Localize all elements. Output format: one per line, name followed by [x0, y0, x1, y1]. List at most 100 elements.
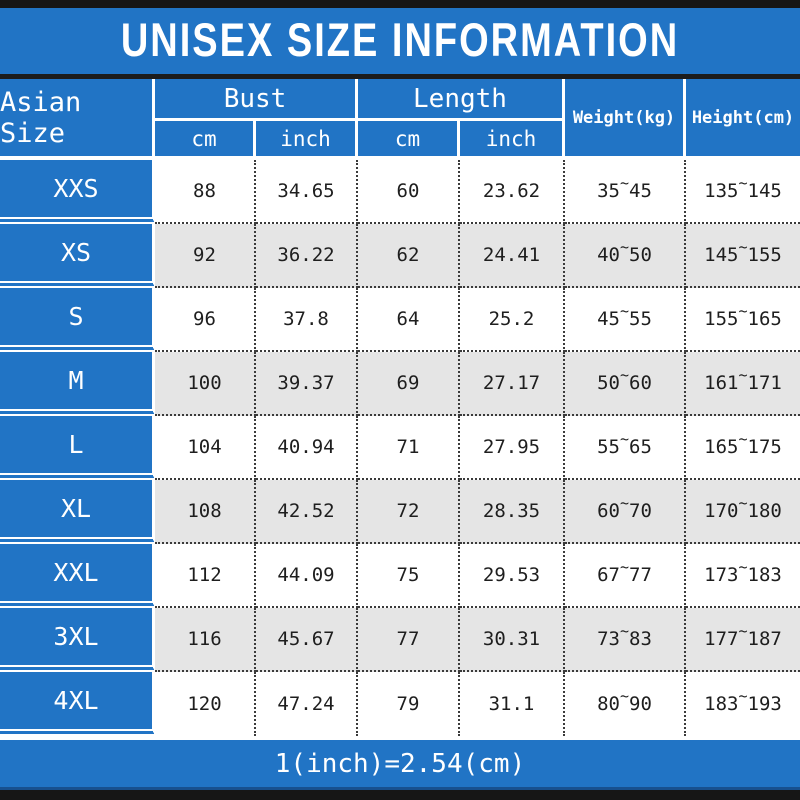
weight-min: 40 [597, 244, 620, 266]
tilde: ~ [619, 494, 630, 512]
bust-cm-cell: 92 [155, 224, 256, 288]
height-cell: 170 ~ 180 [686, 480, 800, 544]
header-bust-inch: inch [256, 121, 358, 160]
weight-min: 80 [597, 693, 620, 715]
height-max: 171 [747, 372, 782, 394]
weight-cell: 80 ~ 90 [565, 672, 686, 736]
weight-max: 90 [629, 693, 652, 715]
height-cell: 155 ~ 165 [686, 288, 800, 352]
size-cell: 3XL [0, 608, 155, 672]
bust-cm-cell: 112 [155, 544, 256, 608]
size-label: L [68, 430, 84, 459]
table-row: XS 92 36.22 62 24.41 40 ~ 50 145 ~ 155 [0, 224, 800, 288]
tilde: ~ [738, 687, 748, 705]
tilde: ~ [738, 302, 748, 320]
size-label: 3XL [53, 622, 99, 651]
bust-cm-cell: 108 [155, 480, 256, 544]
height-max: 180 [747, 500, 782, 522]
weight-cell: 55 ~ 65 [565, 416, 686, 480]
height-cell: 183 ~ 193 [686, 672, 800, 736]
length-cm-cell: 79 [358, 672, 460, 736]
table-row: M 100 39.37 69 27.17 50 ~ 60 161 ~ 171 [0, 352, 800, 416]
bust-inch-cell: 37.8 [256, 288, 358, 352]
tilde: ~ [619, 687, 630, 705]
bust-inch-cell: 47.24 [256, 672, 358, 736]
header-weight: Weight(kg) [565, 79, 686, 160]
length-cm-cell: 72 [358, 480, 460, 544]
tilde: ~ [619, 174, 630, 192]
weight-cell: 35 ~ 45 [565, 160, 686, 224]
height-min: 161 [704, 372, 739, 394]
header-length-inch: inch [460, 121, 565, 160]
height-min: 155 [704, 308, 739, 330]
height-cell: 145 ~ 155 [686, 224, 800, 288]
weight-cell: 60 ~ 70 [565, 480, 686, 544]
length-inch-cell: 28.35 [460, 480, 565, 544]
tilde: ~ [738, 558, 748, 576]
title-divider [0, 74, 800, 79]
bust-cm-cell: 88 [155, 160, 256, 224]
tilde: ~ [619, 430, 630, 448]
length-inch-cell: 27.17 [460, 352, 565, 416]
bust-inch-cell: 44.09 [256, 544, 358, 608]
weight-max: 65 [629, 436, 652, 458]
length-cm-cell: 69 [358, 352, 460, 416]
tilde: ~ [738, 494, 748, 512]
size-cell: XL [0, 480, 155, 544]
height-cell: 161 ~ 171 [686, 352, 800, 416]
size-label: XS [60, 238, 92, 267]
weight-cell: 73 ~ 83 [565, 608, 686, 672]
bust-inch-cell: 34.65 [256, 160, 358, 224]
length-cm-cell: 71 [358, 416, 460, 480]
size-cell: XXL [0, 544, 155, 608]
header-height: Height(cm) [686, 79, 800, 160]
conversion-note: 1(inch)=2.54(cm) [274, 748, 526, 779]
bust-inch-cell: 39.37 [256, 352, 358, 416]
height-cell: 177 ~ 187 [686, 608, 800, 672]
tilde: ~ [619, 238, 630, 256]
size-cell: L [0, 416, 155, 480]
weight-min: 45 [597, 308, 620, 330]
size-label: 4XL [53, 686, 99, 715]
height-max: 175 [747, 436, 782, 458]
height-min: 183 [704, 693, 739, 715]
height-cell: 165 ~ 175 [686, 416, 800, 480]
length-inch-cell: 27.95 [460, 416, 565, 480]
height-min: 177 [704, 628, 739, 650]
footer-bar: 1(inch)=2.54(cm) [0, 740, 800, 790]
bust-inch-cell: 36.22 [256, 224, 358, 288]
weight-cell: 45 ~ 55 [565, 288, 686, 352]
height-max: 193 [747, 693, 782, 715]
size-cell: M [0, 352, 155, 416]
size-cell: 4XL [0, 672, 155, 736]
height-cell: 173 ~ 183 [686, 544, 800, 608]
length-inch-cell: 31.1 [460, 672, 565, 736]
size-label: M [68, 366, 84, 395]
size-cell: XS [0, 224, 155, 288]
height-max: 155 [747, 244, 782, 266]
header-length: Length [358, 79, 565, 121]
weight-cell: 50 ~ 60 [565, 352, 686, 416]
size-cell: XXS [0, 160, 155, 224]
table-row: XXL 112 44.09 75 29.53 67 ~ 77 173 ~ 183 [0, 544, 800, 608]
weight-max: 60 [629, 372, 652, 394]
table-row: XL 108 42.52 72 28.35 60 ~ 70 170 ~ 180 [0, 480, 800, 544]
weight-max: 70 [629, 500, 652, 522]
tilde: ~ [619, 366, 630, 384]
height-min: 135 [704, 180, 739, 202]
length-cm-cell: 77 [358, 608, 460, 672]
length-cm-cell: 75 [358, 544, 460, 608]
header-bust-cm: cm [155, 121, 256, 160]
header-length-cm: cm [358, 121, 460, 160]
weight-min: 50 [597, 372, 620, 394]
length-cm-cell: 62 [358, 224, 460, 288]
page-title: UNISEX SIZE INFORMATION [120, 14, 680, 67]
height-max: 187 [747, 628, 782, 650]
height-min: 173 [704, 564, 739, 586]
table-header: Asian Size Bust Length Weight(kg) Height… [0, 79, 800, 160]
bust-inch-cell: 45.67 [256, 608, 358, 672]
length-inch-cell: 25.2 [460, 288, 565, 352]
weight-max: 45 [629, 180, 652, 202]
bust-cm-cell: 116 [155, 608, 256, 672]
size-cell: S [0, 288, 155, 352]
